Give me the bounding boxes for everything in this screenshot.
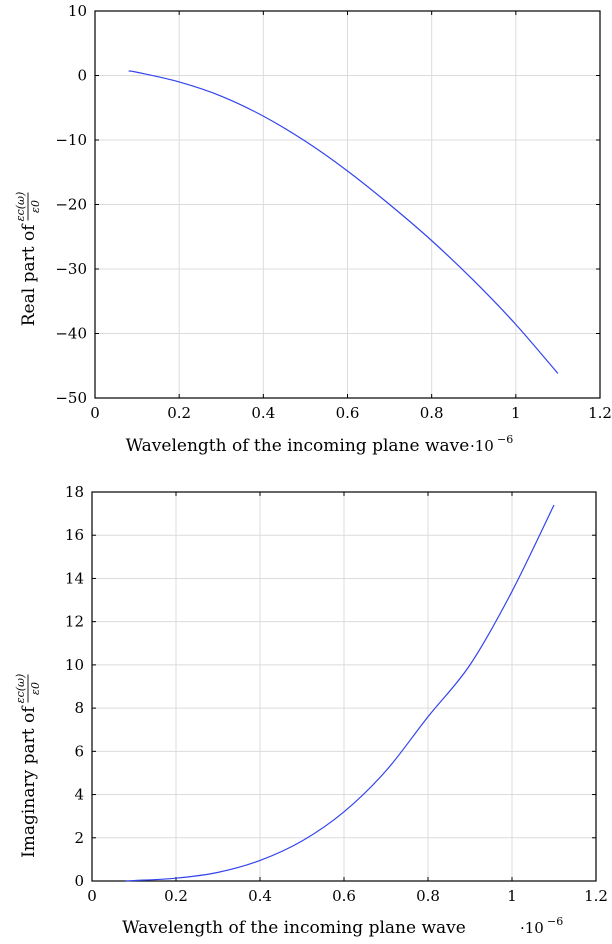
x-tick-label: 0.6 bbox=[336, 404, 360, 422]
y-tick-label: 0 bbox=[74, 872, 84, 890]
y-tick-label: −20 bbox=[55, 196, 87, 214]
y-tick-label: 0 bbox=[77, 67, 87, 85]
y-tick-label: −40 bbox=[55, 325, 87, 343]
x-tick-label: 1 bbox=[511, 404, 521, 422]
x-tick-label: 1.2 bbox=[584, 887, 608, 905]
y-tick-label: 6 bbox=[74, 742, 84, 760]
x-tick-label: 0.8 bbox=[416, 887, 440, 905]
y-axis-fraction-numerator: εc(ω) bbox=[14, 674, 27, 704]
x-axis-multiplier: ·10 bbox=[520, 919, 544, 937]
y-tick-label: 14 bbox=[65, 569, 84, 587]
y-tick-label: 10 bbox=[68, 2, 87, 20]
y-axis-label: Imaginary part of bbox=[19, 705, 39, 858]
y-tick-label: 10 bbox=[65, 656, 84, 674]
y-axis-fraction-denominator: ε0 bbox=[29, 682, 42, 695]
x-tick-label: 1.2 bbox=[588, 404, 612, 422]
x-tick-label: 1 bbox=[507, 887, 517, 905]
x-tick-label: 0 bbox=[87, 887, 97, 905]
y-tick-label: −50 bbox=[55, 389, 87, 407]
x-tick-label: 0.4 bbox=[248, 887, 272, 905]
x-axis-label: Wavelength of the incoming plane wave bbox=[126, 436, 470, 456]
y-tick-label: 16 bbox=[65, 526, 84, 544]
x-tick-label: 0.4 bbox=[251, 404, 275, 422]
y-axis-fraction-numerator: εc(ω) bbox=[14, 192, 27, 222]
x-tick-label: 0.2 bbox=[167, 404, 191, 422]
x-tick-label: 0.2 bbox=[164, 887, 188, 905]
chart-2: 0 0.2 0.4 0.6 0.8 1 1.2 18 16 14 12 10 8 6 4 2 0 Waveleng… bbox=[14, 483, 608, 938]
y-tick-label: 8 bbox=[74, 699, 84, 717]
x-tick-label: 0.6 bbox=[332, 887, 356, 905]
x-axis-multiplier-exponent: −6 bbox=[547, 915, 563, 928]
y-tick-label: 2 bbox=[74, 829, 84, 847]
chart-1: 0 0.2 0.4 0.6 0.8 1 1.2 10 0 −10 −20 −30 −40 −50 Wavel… bbox=[14, 2, 612, 456]
y-tick-label: 18 bbox=[65, 483, 84, 501]
y-tick-label: 4 bbox=[74, 786, 84, 804]
y-tick-label: −30 bbox=[55, 260, 87, 278]
y-axis-fraction-denominator: ε0 bbox=[29, 200, 42, 213]
x-axis-label: Wavelength of the incoming plane wave bbox=[122, 918, 466, 938]
x-axis-multiplier: ·10 bbox=[470, 437, 494, 455]
y-tick-label: −10 bbox=[55, 131, 87, 149]
series-line bbox=[125, 504, 555, 882]
y-axis-label: Real part of bbox=[19, 223, 39, 326]
x-axis-multiplier-exponent: −6 bbox=[497, 433, 513, 446]
y-tick-label: 12 bbox=[65, 613, 84, 631]
x-tick-label: 0.8 bbox=[420, 404, 444, 422]
series-line bbox=[128, 70, 559, 374]
x-tick-label: 0 bbox=[90, 404, 100, 422]
